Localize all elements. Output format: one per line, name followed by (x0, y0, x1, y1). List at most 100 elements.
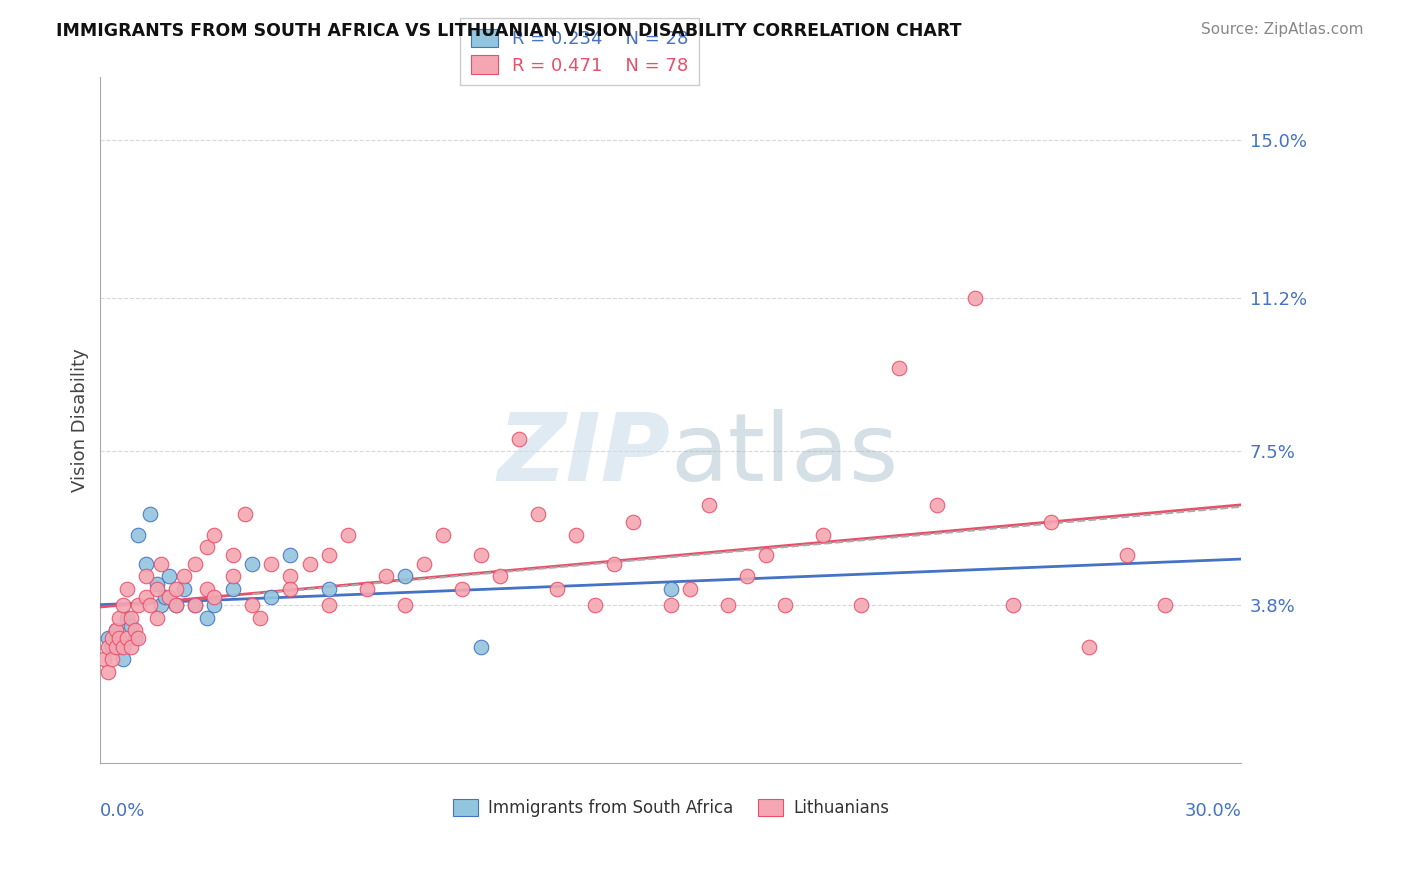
Point (97, 632, 120, 646)
Point (318, 598, 340, 612)
Point (104, 623, 127, 637)
Point (773, 598, 796, 612)
Point (120, 640, 142, 654)
Text: Source: ZipAtlas.com: Source: ZipAtlas.com (1201, 22, 1364, 37)
Point (108, 632, 131, 646)
Point (104, 623, 127, 637)
Point (184, 598, 207, 612)
Point (108, 640, 131, 654)
Point (470, 640, 492, 654)
Point (280, 582, 302, 596)
Point (1001, 598, 1024, 612)
Point (146, 577, 169, 591)
Point (318, 549, 340, 563)
Point (603, 557, 626, 571)
Point (222, 549, 245, 563)
Point (356, 582, 378, 596)
Point (115, 632, 138, 646)
Point (124, 623, 146, 637)
Point (127, 632, 149, 646)
Point (1154, 598, 1177, 612)
Point (104, 640, 127, 654)
Point (412, 557, 434, 571)
Point (120, 610, 142, 624)
Point (184, 598, 207, 612)
Point (280, 549, 302, 563)
Point (153, 590, 176, 604)
Point (488, 569, 510, 583)
Point (173, 569, 195, 583)
Point (508, 432, 530, 446)
Point (963, 291, 986, 305)
Point (450, 582, 472, 596)
Point (165, 598, 187, 612)
Text: ZIP: ZIP (498, 409, 671, 500)
Point (659, 582, 682, 596)
Point (249, 610, 271, 624)
Point (470, 549, 492, 563)
Point (115, 610, 138, 624)
Point (100, 640, 122, 654)
Point (222, 582, 245, 596)
Point (100, 632, 122, 646)
Point (139, 507, 162, 521)
Point (394, 598, 416, 612)
Point (318, 582, 340, 596)
Point (697, 499, 720, 513)
Point (811, 527, 834, 541)
Point (195, 540, 218, 554)
Point (135, 569, 157, 583)
Point (139, 598, 162, 612)
Point (124, 632, 146, 646)
Point (157, 569, 180, 583)
Point (849, 598, 872, 612)
Text: atlas: atlas (671, 409, 898, 500)
Point (135, 590, 157, 604)
Point (925, 499, 948, 513)
Point (1116, 549, 1139, 563)
Point (298, 557, 321, 571)
Point (621, 515, 644, 529)
Point (146, 610, 169, 624)
Point (135, 557, 157, 571)
Point (115, 582, 138, 596)
Point (184, 557, 207, 571)
Point (280, 569, 302, 583)
Point (97, 640, 120, 654)
Point (120, 619, 142, 633)
Point (150, 557, 173, 571)
Point (157, 590, 180, 604)
Point (755, 549, 778, 563)
Point (112, 640, 135, 654)
Point (564, 527, 586, 541)
Point (204, 598, 226, 612)
Point (112, 598, 135, 612)
Point (173, 582, 195, 596)
Point (146, 582, 169, 596)
Point (242, 557, 264, 571)
Point (204, 527, 226, 541)
Point (887, 361, 910, 376)
Y-axis label: Vision Disability: Vision Disability (72, 349, 89, 492)
Point (93, 652, 115, 666)
Point (336, 527, 359, 541)
Text: IMMIGRANTS FROM SOUTH AFRICA VS LITHUANIAN VISION DISABILITY CORRELATION CHART: IMMIGRANTS FROM SOUTH AFRICA VS LITHUANI… (56, 22, 962, 40)
Point (108, 610, 131, 624)
Point (735, 569, 758, 583)
Point (432, 527, 454, 541)
Point (546, 582, 568, 596)
Point (127, 527, 149, 541)
Text: 30.0%: 30.0% (1184, 802, 1241, 820)
Point (717, 598, 740, 612)
Point (112, 652, 135, 666)
Point (242, 598, 264, 612)
Point (127, 598, 149, 612)
Point (1078, 640, 1101, 654)
Point (659, 598, 682, 612)
Point (165, 582, 187, 596)
Point (260, 557, 283, 571)
Text: 0.0%: 0.0% (100, 802, 146, 820)
Point (204, 590, 226, 604)
Point (679, 582, 702, 596)
Point (165, 598, 187, 612)
